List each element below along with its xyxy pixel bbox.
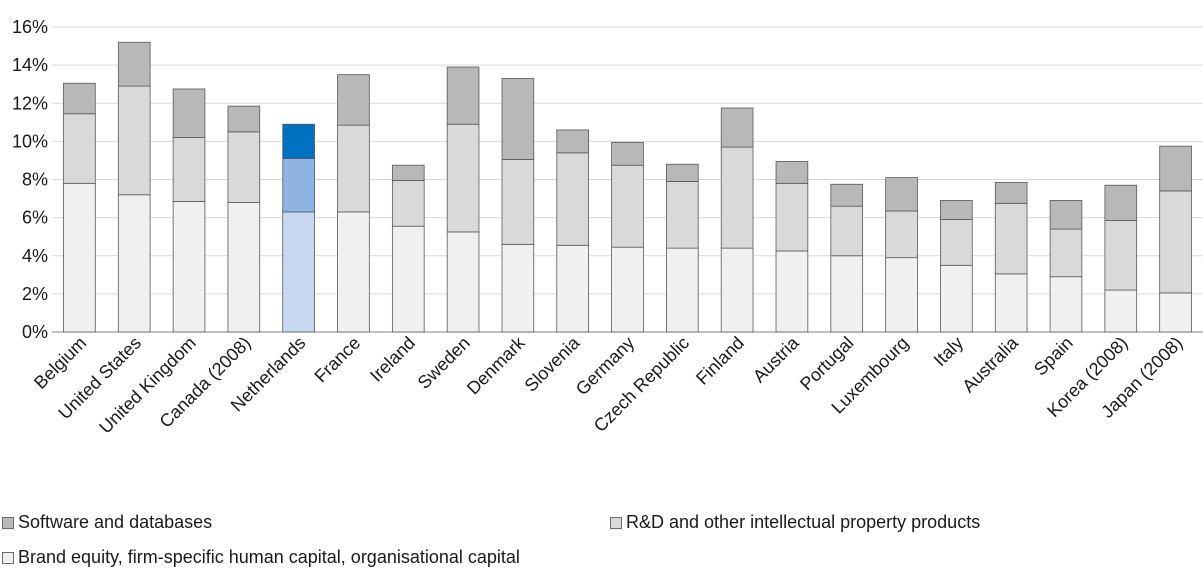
bar-segment-rd-ip bbox=[391, 180, 425, 227]
legend-item-rd: R&D and other intellectual property prod… bbox=[610, 512, 980, 533]
bar-segment-software bbox=[227, 105, 261, 133]
bar-segment-brand-equity bbox=[172, 201, 206, 333]
bar-segment-rd-ip bbox=[282, 158, 315, 213]
bar-segment-software bbox=[446, 66, 480, 125]
legend-swatch-brand bbox=[2, 551, 14, 564]
bar-segment-software bbox=[1104, 184, 1138, 221]
y-tick-label: 14% bbox=[12, 55, 48, 75]
bar-segment-software bbox=[501, 78, 535, 160]
x-tick-label: United Kingdom bbox=[95, 333, 200, 438]
bar-segment-brand-equity bbox=[1159, 292, 1192, 333]
legend-item-brand: Brand equity, firm-specific human capita… bbox=[2, 547, 520, 568]
bar-segment-brand-equity bbox=[994, 273, 1028, 333]
bar-segment-brand-equity bbox=[282, 211, 315, 333]
y-tick-label: 0% bbox=[22, 322, 48, 342]
bar-segment-software bbox=[63, 82, 96, 115]
legend-swatch-software bbox=[2, 516, 14, 529]
bar-segment-rd-ip bbox=[117, 85, 151, 196]
x-tick-label: Spain bbox=[1030, 333, 1077, 380]
bar-segment-software bbox=[556, 129, 589, 154]
bar-segment-rd-ip bbox=[556, 152, 589, 246]
bar-segment-brand-equity bbox=[227, 201, 261, 333]
bar-segment-rd-ip bbox=[172, 137, 206, 202]
bar-segment-brand-equity bbox=[63, 182, 96, 333]
x-tick-label: Denmark bbox=[463, 332, 529, 398]
y-tick-label: 8% bbox=[22, 170, 48, 190]
bar-segment-brand-equity bbox=[830, 255, 864, 333]
legend-label-software: Software and databases bbox=[18, 512, 213, 532]
legend-swatch-rd bbox=[610, 516, 622, 529]
bar-segment-rd-ip bbox=[337, 124, 370, 213]
y-tick-label: 16% bbox=[12, 17, 48, 37]
bar-segment-brand-equity bbox=[446, 231, 480, 333]
bar-segment-software bbox=[391, 164, 425, 181]
bar-segment-rd-ip bbox=[994, 202, 1028, 275]
bar-segment-rd-ip bbox=[1159, 190, 1192, 294]
bar-segment-software bbox=[775, 160, 809, 184]
bar-segment-brand-equity bbox=[391, 225, 425, 333]
x-tick-label: Czech Republic bbox=[590, 333, 693, 436]
bar-segment-brand-equity bbox=[337, 211, 370, 333]
bar-segment-rd-ip bbox=[1049, 228, 1083, 278]
x-tick-label: France bbox=[311, 333, 365, 387]
bar-segment-brand-equity bbox=[501, 243, 535, 333]
bar-segment-software bbox=[1049, 200, 1083, 230]
y-tick-label: 2% bbox=[22, 284, 48, 304]
bar-segment-rd-ip bbox=[666, 181, 699, 249]
bar-segment-software bbox=[282, 123, 315, 159]
bar-segment-brand-equity bbox=[1049, 276, 1083, 333]
bar-segment-brand-equity bbox=[666, 247, 699, 333]
y-tick-label: 4% bbox=[22, 246, 48, 266]
bar-segment-rd-ip bbox=[1104, 220, 1138, 291]
bar-segment-brand-equity bbox=[556, 244, 589, 333]
bar-segment-rd-ip bbox=[63, 113, 96, 184]
bar-segment-rd-ip bbox=[830, 205, 864, 257]
y-tick-label: 12% bbox=[12, 93, 48, 113]
bar-segment-brand-equity bbox=[720, 247, 754, 333]
bar-segment-software bbox=[885, 177, 918, 212]
x-tick-label: Australia bbox=[958, 332, 1022, 396]
x-tick-label: Finland bbox=[692, 333, 748, 389]
bar-segment-rd-ip bbox=[720, 146, 754, 249]
bar-segment-software bbox=[720, 107, 754, 148]
bar-segment-brand-equity bbox=[775, 250, 809, 333]
y-tick-label: 10% bbox=[12, 131, 48, 151]
bar-segment-brand-equity bbox=[940, 264, 973, 333]
x-tick-label: Ireland bbox=[366, 333, 419, 386]
legend-item-software: Software and databases bbox=[2, 512, 212, 533]
bar-segment-brand-equity bbox=[611, 246, 644, 333]
bar-segment-software bbox=[940, 200, 973, 220]
bar-segment-brand-equity bbox=[117, 194, 151, 333]
legend-label-brand: Brand equity, firm-specific human capita… bbox=[18, 547, 520, 567]
bar-segment-software bbox=[611, 141, 644, 166]
bar-segment-rd-ip bbox=[611, 164, 644, 248]
bar-segment-software bbox=[337, 74, 370, 126]
bar-segment-software bbox=[830, 183, 864, 207]
bar-segment-brand-equity bbox=[885, 257, 918, 333]
bar-segment-software bbox=[666, 163, 699, 182]
bar-segment-software bbox=[994, 181, 1028, 204]
bar-segment-rd-ip bbox=[885, 210, 918, 259]
bar-segment-rd-ip bbox=[775, 182, 809, 252]
bar-segment-software bbox=[117, 41, 151, 87]
bar-segment-software bbox=[1159, 145, 1192, 192]
y-tick-label: 6% bbox=[22, 208, 48, 228]
legend-label-rd: R&D and other intellectual property prod… bbox=[626, 512, 981, 532]
bar-segment-rd-ip bbox=[501, 159, 535, 245]
x-tick-label: Italy bbox=[930, 333, 967, 370]
bar-segment-rd-ip bbox=[446, 123, 480, 233]
bar-segment-rd-ip bbox=[227, 131, 261, 203]
bar-segment-rd-ip bbox=[940, 219, 973, 266]
x-tick-label: Austria bbox=[749, 332, 803, 386]
bar-segment-software bbox=[172, 88, 206, 138]
bar-segment-brand-equity bbox=[1104, 289, 1138, 333]
